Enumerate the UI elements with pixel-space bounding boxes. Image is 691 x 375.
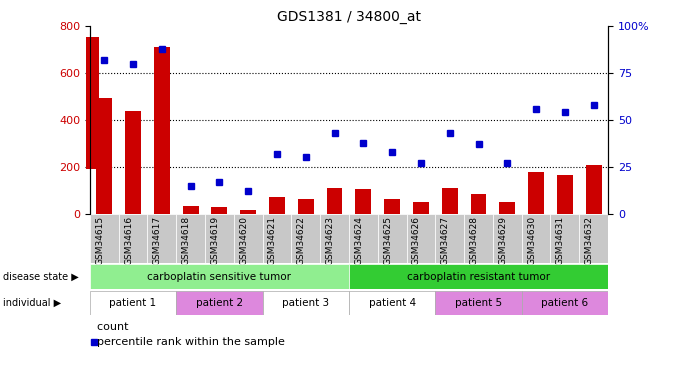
Bar (500, 202, 515, 214)
Text: individual ▶: individual ▶ (3, 298, 61, 308)
Bar (182, 206, 198, 214)
Bar (240, 210, 256, 214)
Bar (471, 194, 486, 214)
Bar (211, 207, 227, 214)
Text: count: count (90, 322, 129, 332)
Text: GSM34618: GSM34618 (182, 216, 191, 265)
Bar (528, 171, 544, 214)
Bar (349, 264, 608, 289)
Bar (586, 165, 602, 214)
Bar (551, 214, 579, 262)
Bar (349, 291, 435, 315)
Bar (90, 214, 119, 262)
Text: percentile rank within the sample: percentile rank within the sample (90, 337, 285, 347)
Bar (442, 188, 457, 214)
Bar (384, 198, 400, 214)
Bar (435, 291, 522, 315)
Text: patient 5: patient 5 (455, 298, 502, 308)
Bar (522, 291, 608, 315)
Bar (263, 291, 349, 315)
Text: GSM34630: GSM34630 (527, 216, 536, 265)
Bar (557, 175, 573, 214)
Bar (493, 214, 522, 262)
Text: GSM34626: GSM34626 (412, 216, 421, 265)
Text: GSM34625: GSM34625 (383, 216, 392, 265)
Title: GDS1381 / 34800_at: GDS1381 / 34800_at (277, 10, 421, 24)
Bar (327, 188, 343, 214)
Bar (176, 214, 205, 262)
Text: GSM34627: GSM34627 (441, 216, 450, 265)
Text: GSM34632: GSM34632 (585, 216, 594, 265)
Text: carboplatin resistant tumor: carboplatin resistant tumor (407, 272, 550, 282)
Bar (378, 214, 406, 262)
Text: GSM34629: GSM34629 (498, 216, 507, 265)
Bar (263, 214, 292, 262)
Text: patient 4: patient 4 (368, 298, 416, 308)
Text: patient 6: patient 6 (541, 298, 589, 308)
Text: patient 3: patient 3 (282, 298, 330, 308)
Bar (292, 214, 320, 262)
Text: GSM34619: GSM34619 (210, 216, 219, 265)
Text: GSM34628: GSM34628 (469, 216, 478, 265)
Bar (269, 197, 285, 214)
Text: GSM34615: GSM34615 (95, 216, 104, 265)
Bar (119, 214, 147, 262)
Bar (298, 198, 314, 214)
Text: carboplatin sensitive tumor: carboplatin sensitive tumor (147, 272, 292, 282)
Bar (234, 214, 263, 262)
Text: GSM34616: GSM34616 (124, 216, 133, 265)
Bar (86, 38, 99, 169)
Bar (320, 214, 349, 262)
Text: patient 2: patient 2 (196, 298, 243, 308)
Bar (464, 214, 493, 262)
Text: disease state ▶: disease state ▶ (3, 272, 79, 282)
Bar (90, 291, 176, 315)
Text: GSM34624: GSM34624 (354, 216, 363, 265)
Bar (413, 202, 429, 214)
Text: GSM34617: GSM34617 (153, 216, 162, 265)
Bar (355, 189, 371, 214)
Bar (406, 214, 435, 262)
Text: patient 1: patient 1 (109, 298, 157, 308)
Bar (90, 264, 349, 289)
Bar (176, 291, 263, 315)
Bar (125, 111, 141, 214)
Bar (579, 214, 608, 262)
Text: GSM34623: GSM34623 (325, 216, 334, 265)
Bar (435, 214, 464, 262)
Bar (96, 98, 112, 214)
Text: GSM34620: GSM34620 (239, 216, 248, 265)
Text: GSM34621: GSM34621 (268, 216, 277, 265)
Bar (154, 47, 170, 214)
Bar (147, 214, 176, 262)
Text: GSM34631: GSM34631 (556, 216, 565, 265)
Bar (349, 214, 378, 262)
Bar (522, 214, 551, 262)
Text: GSM34622: GSM34622 (296, 216, 305, 265)
Bar (205, 214, 234, 262)
